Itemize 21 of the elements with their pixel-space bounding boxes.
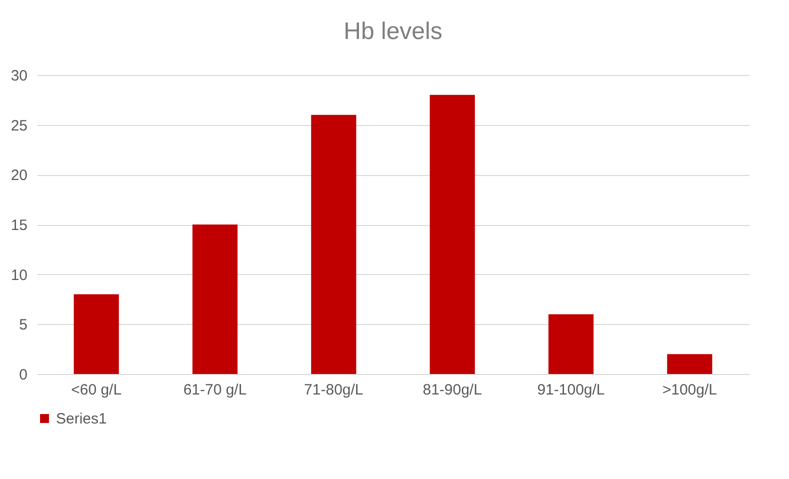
- y-tick-label: 10: [10, 266, 28, 284]
- x-tick-label: >100g/L: [662, 382, 717, 398]
- chart-title: Hb levels: [344, 18, 442, 45]
- x-tick-label: 61-70 g/L: [183, 382, 247, 398]
- bar: [311, 114, 356, 374]
- y-tick-label: 20: [10, 167, 28, 184]
- bar: [430, 94, 475, 374]
- x-tick-label: 71-80g/L: [304, 382, 364, 398]
- bar: [548, 314, 594, 374]
- bar: [667, 354, 712, 374]
- bar: [192, 224, 238, 374]
- bar: [74, 294, 119, 374]
- y-tick-label: 25: [10, 117, 28, 134]
- y-tick-label: 0: [19, 366, 28, 384]
- y-tick-label: 30: [10, 68, 28, 84]
- x-tick-label: 81-90g/L: [422, 382, 482, 398]
- legend-label: Series1: [56, 410, 107, 428]
- y-tick-label: 5: [19, 316, 28, 334]
- x-tick-label: <60 g/L: [71, 382, 122, 398]
- y-tick-label: 15: [10, 217, 28, 234]
- x-tick-label: 91-100g/L: [537, 382, 605, 398]
